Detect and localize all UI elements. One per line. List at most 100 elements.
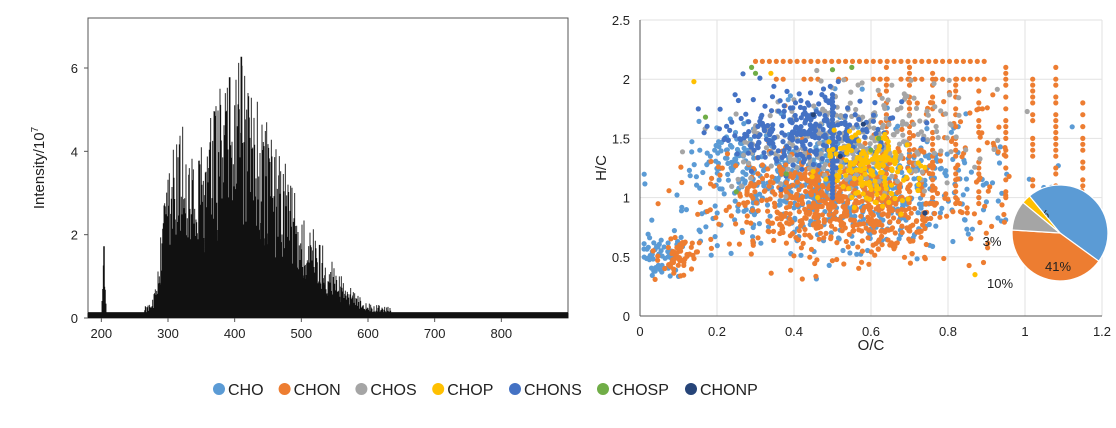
- scatter-point-chop: [879, 195, 886, 201]
- scatter-point-chon: [1003, 106, 1009, 112]
- scatter-point-chos: [881, 102, 887, 109]
- scatter-point-chop: [846, 186, 852, 192]
- scatter-point-chon: [867, 191, 873, 198]
- scatter-point-chon: [1080, 124, 1086, 130]
- scatter-point-chon: [871, 229, 878, 235]
- scatter-point-chon: [666, 262, 672, 268]
- scatter-point-chon: [976, 165, 982, 171]
- scatter-point-chon: [679, 240, 686, 246]
- scatter-point-chon: [1001, 152, 1007, 158]
- scatter-point-chos: [871, 125, 877, 131]
- scatter-point-chon: [744, 219, 750, 225]
- scatter-point-chon: [800, 240, 806, 246]
- scatter-point-chons: [755, 145, 761, 151]
- scatter-point-chon: [912, 58, 918, 64]
- scatter-point-chon: [914, 100, 920, 106]
- legend-marker: [597, 383, 609, 395]
- scatter-point-chon: [679, 179, 685, 186]
- scatter-point-cho: [712, 234, 718, 240]
- scatter-point-chon: [940, 58, 946, 64]
- scatter-point-cho: [689, 149, 695, 155]
- scatter-point-chon: [780, 58, 786, 64]
- scatter-point-chon: [953, 183, 959, 189]
- scatter-point-chons: [767, 130, 773, 136]
- scatter-point-chon: [911, 205, 918, 212]
- scatter-point-chon: [884, 76, 890, 82]
- scatter-point-chons: [781, 148, 787, 154]
- scatter-point-chons: [811, 149, 817, 155]
- scatter-point-chos: [850, 125, 856, 131]
- scatter-point-chon: [832, 226, 838, 232]
- legend-label: CHOS: [370, 382, 416, 399]
- scatter-point-chop: [885, 143, 892, 149]
- scatter-point-cho: [828, 230, 834, 236]
- scatter-point-chop: [881, 153, 887, 159]
- scatter-point-chon: [655, 257, 661, 263]
- legend-marker: [509, 383, 521, 395]
- scatter-point-chon: [819, 183, 826, 189]
- scatter-point-chon: [930, 141, 936, 147]
- scatter-point-chon: [793, 193, 799, 199]
- scatter-point-chon: [923, 201, 929, 207]
- scatter-point-chop: [882, 179, 888, 185]
- scatter-point-chons: [755, 155, 761, 161]
- scatter-point-chon: [914, 218, 920, 224]
- scatter-point-chon: [842, 213, 848, 219]
- scatter-point-chos: [879, 95, 885, 101]
- scatter-point-chon: [927, 100, 934, 106]
- scatter-point-chon: [1080, 141, 1086, 147]
- scatter-point-chon: [930, 118, 936, 124]
- scatter-point-chon: [845, 200, 851, 206]
- scatter-point-chons: [856, 116, 862, 122]
- scatter-point-chon: [1053, 76, 1059, 82]
- scatter-point-cho: [703, 224, 709, 230]
- scatter-point-cho: [729, 144, 735, 150]
- scatter-point-chon: [711, 183, 717, 189]
- scatter-point-chop: [862, 165, 868, 172]
- scatter-point-chop: [809, 174, 815, 180]
- scatter-point-cho: [725, 177, 732, 183]
- scatter-point-cho: [724, 147, 730, 153]
- scatter-point-chon: [907, 260, 914, 266]
- scatter-point-cho: [914, 256, 920, 262]
- scatter-point-chon: [650, 248, 656, 254]
- scatter-point-chos: [880, 122, 886, 128]
- scatter-point-chons: [768, 138, 774, 144]
- scatter-point-chon: [767, 179, 774, 185]
- scatter-point-cho: [995, 215, 1001, 221]
- scatter-point-cho: [661, 244, 667, 250]
- scatter-point-chon: [976, 195, 982, 201]
- scatter-point-cho: [937, 166, 944, 172]
- scatter-point-chons: [793, 145, 799, 151]
- scatter-point-chon: [750, 207, 756, 213]
- scatter-point-chon: [898, 58, 904, 64]
- scatter-point-cho: [826, 262, 832, 268]
- scatter-point-chon: [876, 237, 882, 243]
- scatter-point-chon: [755, 235, 761, 241]
- scatter-point-chop: [906, 168, 912, 174]
- scatter-point-cho: [961, 217, 968, 223]
- scatter-point-chos: [733, 111, 739, 117]
- scatter-point-chop: [897, 164, 903, 170]
- scatter-point-chop: [892, 149, 898, 155]
- scatter-point-chop: [810, 168, 816, 175]
- scatter-point-chop: [851, 175, 858, 182]
- spectrum-y-tick-label: 6: [71, 61, 78, 76]
- scatter-point-chons: [875, 126, 881, 132]
- scatter-point-chon: [884, 58, 890, 64]
- scatter-point-chons: [778, 186, 784, 192]
- scatter-point-chop: [889, 167, 895, 173]
- scatter-point-chons: [820, 86, 827, 92]
- scatter-point-cho: [995, 198, 1001, 204]
- scatter-point-cho: [915, 210, 921, 216]
- scatter-point-cho: [714, 243, 720, 249]
- scatter-point-chon: [895, 219, 902, 225]
- scatter-point-chon: [856, 193, 863, 199]
- scatter-point-cho: [943, 173, 949, 179]
- scatter-point-chon: [930, 159, 936, 165]
- spectrum-y-label-exponent: 7: [30, 126, 41, 132]
- scatter-point-cho: [787, 93, 794, 99]
- scatter-point-chon: [907, 228, 913, 234]
- scatter-point-chos: [935, 135, 941, 141]
- scatter-point-chon: [906, 147, 913, 153]
